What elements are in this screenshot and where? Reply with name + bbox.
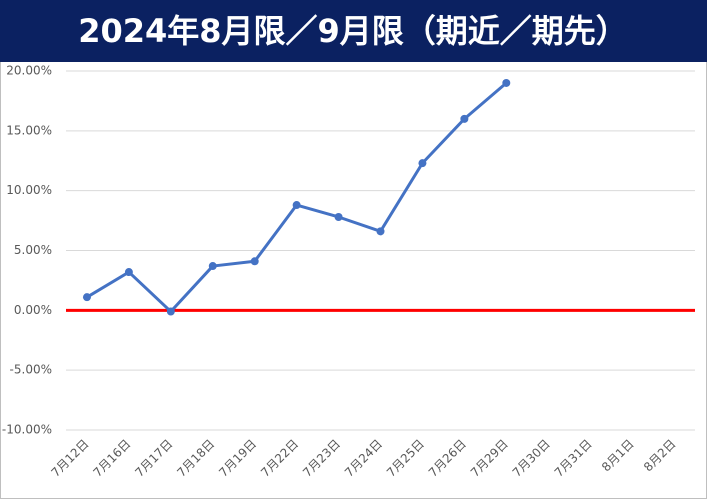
y-tick-label: -5.00% (10, 363, 52, 377)
data-point (166, 307, 175, 316)
data-point (292, 201, 301, 210)
y-tick-label: -10.00% (2, 423, 52, 437)
data-point (418, 159, 427, 168)
data-point (82, 293, 91, 302)
data-point (460, 114, 469, 123)
data-point (334, 212, 343, 221)
data-point (376, 227, 385, 236)
data-point (124, 268, 133, 277)
chart-title: 2024年8月限／9月限（期近／期先） (78, 12, 628, 50)
y-tick-label: 10.00% (6, 183, 52, 197)
data-point (250, 257, 259, 266)
y-tick-label: 5.00% (14, 243, 52, 257)
data-point (208, 262, 217, 271)
title-banner (0, 0, 707, 62)
y-tick-label: 0.00% (14, 303, 52, 317)
y-tick-label: 20.00% (6, 64, 52, 78)
y-tick-label: 15.00% (6, 123, 52, 137)
data-point (502, 78, 511, 87)
